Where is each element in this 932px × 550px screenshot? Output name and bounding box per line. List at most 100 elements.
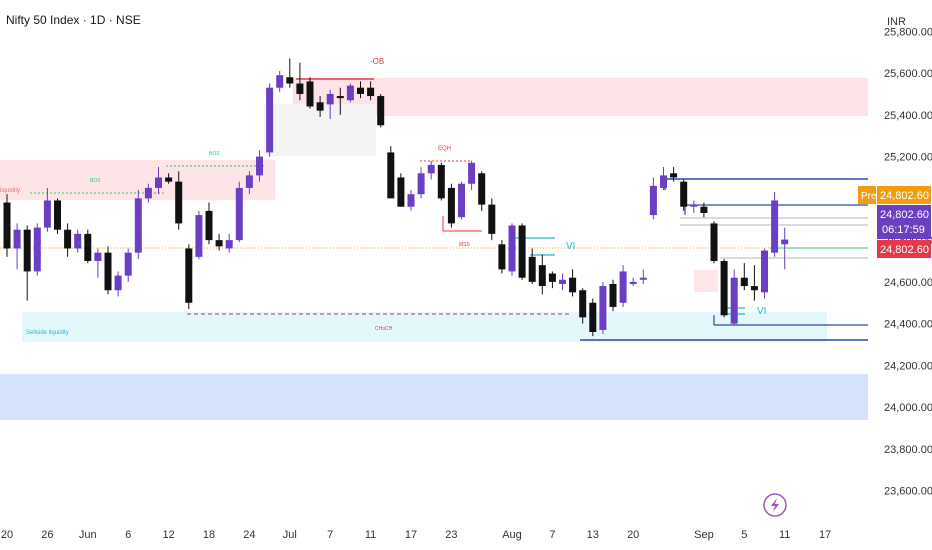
- candle: [609, 279, 617, 312]
- candle-body-up: [559, 279, 566, 284]
- candle: [478, 171, 486, 211]
- mss-label: MSS: [459, 242, 471, 248]
- pre-price-tag: Pre 24,802.60: [858, 186, 931, 204]
- candle-body-down: [286, 77, 294, 84]
- candle-body-up: [619, 271, 627, 303]
- candle: [286, 58, 294, 88]
- candle-body-down: [336, 96, 344, 99]
- candle-body-up: [225, 240, 233, 249]
- y-tick-label: 25,400.00: [884, 110, 932, 122]
- x-tick-label: 6: [125, 529, 131, 541]
- candle: [629, 277, 637, 287]
- candle-body-down: [397, 177, 405, 207]
- candle-body-up: [629, 281, 637, 284]
- candle: [225, 233, 233, 253]
- last-price-tag: 24,802.60 06:17:59: [877, 205, 931, 239]
- candle-body-up: [458, 183, 465, 218]
- candle: [84, 229, 92, 264]
- candle-body-down: [205, 210, 213, 241]
- candle-body-down: [215, 240, 223, 247]
- candles-layer: [3, 58, 789, 337]
- candle: [468, 160, 476, 191]
- y-tick-label: 23,600.00: [884, 486, 932, 498]
- candle: [144, 183, 152, 203]
- currency-label[interactable]: INR: [887, 16, 906, 28]
- x-tick-label: Sep: [694, 529, 714, 541]
- candle: [296, 62, 304, 101]
- x-tick-label: 11: [365, 529, 376, 541]
- candle: [750, 265, 758, 301]
- candle-body-down: [589, 302, 597, 332]
- x-tick-label: 26: [41, 529, 53, 541]
- close-price-tag: 24,802.60: [877, 240, 931, 258]
- candle-body-up: [43, 200, 51, 228]
- vi-label-2: VI: [757, 306, 766, 317]
- x-tick-label: 5: [741, 529, 747, 541]
- candle: [498, 240, 506, 274]
- candle: [488, 198, 496, 241]
- candle-body-up: [256, 156, 263, 176]
- candle-body-down: [700, 206, 708, 213]
- svg-text:24,802.60: 24,802.60: [880, 190, 929, 202]
- candle: [276, 70, 284, 92]
- candle: [528, 248, 536, 284]
- candle-body-down: [528, 256, 536, 282]
- x-tick-label: 24: [243, 529, 255, 541]
- candle: [94, 248, 102, 278]
- candle: [54, 198, 61, 234]
- x-tick-label: 23: [445, 529, 457, 541]
- candle: [205, 202, 213, 245]
- choch-label: CHoCH: [375, 326, 393, 332]
- candle-body-down: [165, 177, 173, 182]
- y-tick-label: 24,000.00: [884, 402, 932, 414]
- candle-body-up: [235, 187, 243, 241]
- svg-text:24,802.60: 24,802.60: [880, 209, 929, 221]
- candle-body-up: [266, 87, 274, 153]
- candle-body-down: [548, 273, 556, 282]
- x-tick-label: 17: [819, 529, 831, 541]
- candle-body-down: [478, 173, 486, 205]
- candle: [195, 210, 203, 259]
- discount-zone: [22, 312, 827, 342]
- candle-body-down: [84, 233, 92, 261]
- blue-band: [0, 374, 868, 420]
- candle-body-up: [276, 75, 284, 88]
- candle: [165, 173, 173, 184]
- candle: [649, 177, 657, 220]
- y-tick-label: 25,200.00: [884, 152, 932, 164]
- candle: [619, 265, 627, 307]
- candle-body-down: [387, 152, 395, 199]
- candle: [458, 181, 465, 220]
- candle-body-down: [720, 261, 728, 316]
- candle: [175, 171, 183, 230]
- candle-body-down: [357, 87, 364, 94]
- candle-body-up: [326, 93, 334, 105]
- candle-body-up: [74, 233, 82, 249]
- candle: [740, 263, 748, 291]
- candle: [427, 160, 435, 180]
- premium-zone-left: [0, 160, 275, 200]
- lightning-icon[interactable]: [763, 493, 787, 517]
- candle: [447, 183, 455, 228]
- structure-lines: [0, 78, 868, 341]
- candle-body-down: [175, 181, 183, 224]
- candle: [346, 83, 354, 103]
- candle: [357, 81, 364, 99]
- candle: [538, 254, 546, 295]
- candle-body-up: [771, 200, 779, 253]
- candle-body-down: [710, 223, 718, 261]
- candle-body-down: [750, 286, 758, 291]
- candle: [235, 181, 243, 243]
- candle-body-down: [670, 173, 678, 178]
- candle: [266, 83, 274, 157]
- candle-body-down: [296, 83, 304, 94]
- vi-label-1: VI: [566, 241, 575, 252]
- candle: [74, 229, 82, 253]
- x-tick-label: Aug: [502, 529, 522, 541]
- candle-body-down: [54, 200, 61, 230]
- x-tick-label: 7: [327, 529, 333, 541]
- candle: [569, 269, 577, 297]
- x-tick-label: 18: [203, 529, 215, 541]
